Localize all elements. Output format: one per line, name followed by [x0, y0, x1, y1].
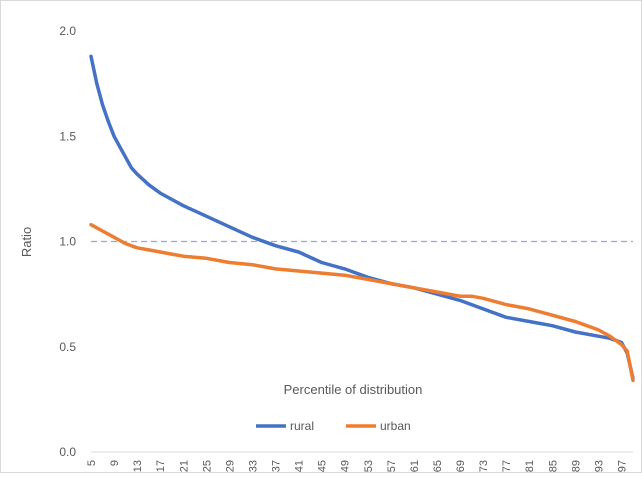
- x-tick-label: 33: [247, 460, 259, 472]
- y-tick-label: 0.0: [59, 445, 76, 459]
- x-tick-label: 69: [455, 460, 467, 472]
- x-tick-label: 89: [570, 460, 582, 472]
- x-tick-label: 73: [478, 460, 490, 472]
- y-tick-label: 2.0: [59, 24, 76, 38]
- x-tick-label: 97: [616, 460, 628, 472]
- x-axis-title: Percentile of distribution: [284, 382, 423, 397]
- y-tick-label: 1.5: [59, 129, 76, 143]
- x-tick-label: 85: [547, 460, 559, 472]
- x-tick-label: 29: [224, 460, 236, 472]
- x-tick-label: 93: [593, 460, 605, 472]
- x-tick-label: 65: [432, 460, 444, 472]
- x-tick-label: 37: [271, 460, 283, 472]
- x-tick-label: 57: [386, 460, 398, 472]
- x-tick-label: 81: [524, 460, 536, 472]
- series-layer: [89, 54, 635, 383]
- x-tick-label: 5: [86, 460, 98, 466]
- legend: rural urban: [256, 419, 411, 433]
- x-tick-label: 41: [294, 460, 306, 472]
- series-line-rural: [89, 54, 635, 381]
- x-tick-label: 21: [178, 460, 190, 472]
- x-tick-label: 45: [317, 460, 329, 472]
- x-tick-label: 49: [340, 460, 352, 472]
- x-tick-label: 77: [501, 460, 513, 472]
- x-tick-label: 61: [409, 460, 421, 472]
- x-tick-label: 25: [201, 460, 213, 472]
- x-tick-label: 13: [132, 460, 144, 472]
- y-tick-label: 0.5: [59, 340, 76, 354]
- y-axis-title: Ratio: [19, 227, 34, 257]
- legend-label-rural: rural: [290, 419, 314, 433]
- x-axis: 5 9 13 17 21 25 29 33 37 41 45 49 53 57 61 65 69 73 77 81 85…: [86, 451, 633, 472]
- series-line-urban: [89, 222, 635, 383]
- x-tick-label: 17: [155, 460, 167, 472]
- x-tick-label: 9: [109, 460, 121, 466]
- y-axis-tick-labels: 0.0 0.5 1.0 1.5 2.0: [59, 24, 76, 459]
- x-tick-label: 53: [363, 460, 375, 472]
- y-tick-label: 1.0: [59, 235, 76, 249]
- legend-label-urban: urban: [380, 419, 411, 433]
